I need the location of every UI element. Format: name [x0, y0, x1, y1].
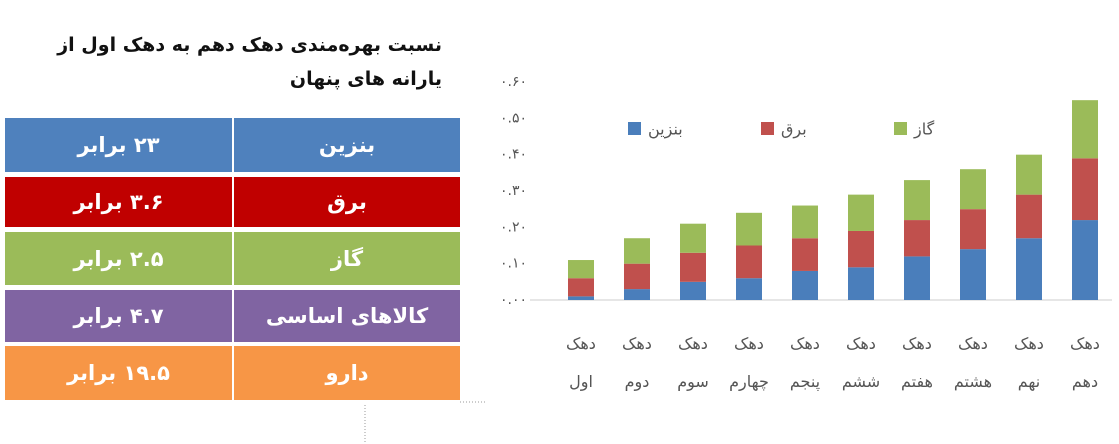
bar-segment [792, 205, 818, 239]
x-tick-label: دهک هفتم [900, 334, 933, 391]
bar-segment [848, 267, 874, 300]
table-name-cell: کالاهای اساسی [234, 290, 460, 342]
bar-segment [1072, 220, 1098, 300]
x-tick-label: دهک ششم [841, 334, 881, 391]
bar-segment [848, 194, 874, 231]
title: نسبت بهره‌مندی دهک دهم به دهک اول از یار… [57, 34, 442, 90]
bar-segment [960, 249, 986, 300]
x-tick-label: دهک سوم [677, 334, 709, 391]
bar-segment [624, 263, 650, 290]
bar-segment [1016, 238, 1042, 300]
table-name-cell: دارو [234, 346, 460, 400]
x-tick-label: دهک پنجم [789, 334, 821, 391]
bar-segment [904, 256, 930, 300]
bar-segment [624, 238, 650, 264]
bar-segment [848, 230, 874, 268]
y-tick-label: ۰.۵۰ [500, 110, 527, 126]
table-name-cell: گاز [234, 232, 460, 285]
bar-segment [904, 180, 930, 221]
y-tick-label: ۰.۳۰ [500, 183, 527, 199]
y-tick-label: ۰.۲۰ [500, 219, 527, 235]
x-tick-label: دهک دوم [622, 334, 652, 391]
bar-segment [568, 296, 594, 300]
table-name-cell: برق [234, 177, 460, 227]
legend-swatch [628, 122, 641, 135]
bar-segment [736, 245, 762, 279]
bar-segment [680, 223, 706, 253]
bar-segment [680, 281, 706, 300]
x-tick-label: دهک هشتم [953, 334, 993, 391]
legend-label: بنزین [648, 120, 683, 140]
legend-swatch [761, 122, 774, 135]
bar-segment [1016, 194, 1042, 239]
legend-label: گاز [913, 120, 935, 140]
bar-segment [736, 212, 762, 246]
bar-segment [960, 209, 986, 250]
bar-segment [1072, 100, 1098, 159]
bar-segment [680, 252, 706, 282]
table-name-cell: بنزین [234, 118, 460, 172]
bar-segment [960, 169, 986, 210]
table-ratio-cell: ۱۹.۵ برابر [5, 346, 232, 400]
legend-label: برق [781, 120, 807, 140]
table-ratio-cell: ۲۳ برابر [5, 118, 232, 172]
bar-segment [624, 289, 650, 300]
legend-swatch [894, 122, 907, 135]
bar-segment [568, 260, 594, 279]
x-tick-label: دهک اول [566, 334, 596, 391]
bar-segment [792, 238, 818, 271]
table-ratio-cell: ۳.۶ برابر [5, 177, 232, 227]
bar-segment [736, 278, 762, 300]
table-ratio-cell: ۲.۵ برابر [5, 232, 232, 285]
y-tick-label: ۰.۰۰ [500, 292, 527, 308]
x-tick-label: دهک نهم [1014, 334, 1044, 391]
x-tick-label: دهک چهارم [729, 334, 769, 391]
bar-segment [568, 278, 594, 297]
y-tick-label: ۰.۴۰ [500, 147, 527, 163]
x-tick-label: دهک دهم [1070, 334, 1100, 391]
bar-segment [792, 270, 818, 300]
table-ratio-cell: ۴.۷ برابر [5, 290, 232, 342]
bar-segment [1016, 154, 1042, 195]
bar-segment [1072, 158, 1098, 221]
y-tick-label: ۰.۶۰ [500, 74, 527, 90]
y-tick-label: ۰.۱۰ [500, 256, 527, 272]
bar-segment [904, 220, 930, 257]
